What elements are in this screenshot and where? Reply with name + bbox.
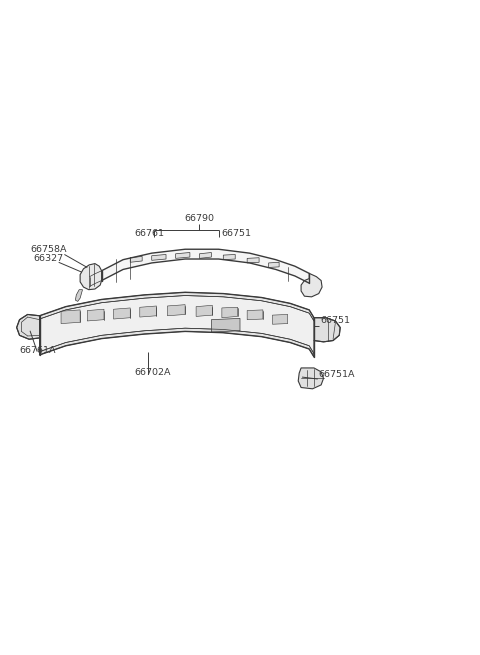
Polygon shape	[247, 257, 259, 263]
Text: 66761: 66761	[134, 229, 164, 238]
Polygon shape	[301, 273, 322, 297]
Polygon shape	[298, 368, 324, 389]
Polygon shape	[17, 314, 39, 339]
Polygon shape	[39, 328, 314, 357]
Polygon shape	[222, 307, 238, 318]
Polygon shape	[61, 310, 80, 324]
Polygon shape	[152, 254, 166, 260]
Polygon shape	[211, 318, 240, 332]
Text: 66702A: 66702A	[134, 368, 170, 377]
Polygon shape	[102, 250, 309, 283]
Text: 66751: 66751	[320, 316, 350, 325]
Polygon shape	[247, 310, 263, 320]
Polygon shape	[269, 262, 279, 267]
Polygon shape	[223, 254, 235, 259]
Text: 66751: 66751	[221, 229, 251, 238]
Polygon shape	[140, 306, 156, 317]
Text: 66751A: 66751A	[319, 370, 355, 379]
Text: 66790: 66790	[184, 214, 215, 223]
Polygon shape	[39, 292, 314, 321]
Polygon shape	[176, 252, 190, 258]
Polygon shape	[39, 292, 314, 357]
Polygon shape	[314, 318, 340, 342]
Polygon shape	[114, 308, 130, 319]
Text: 66327: 66327	[34, 254, 64, 263]
Polygon shape	[199, 252, 211, 258]
Polygon shape	[75, 290, 83, 301]
Polygon shape	[196, 305, 212, 316]
Text: 66758A: 66758A	[30, 245, 67, 253]
Text: 66761A: 66761A	[20, 346, 56, 355]
Polygon shape	[168, 305, 185, 316]
Polygon shape	[273, 314, 288, 324]
Polygon shape	[87, 309, 104, 321]
Polygon shape	[80, 263, 102, 290]
Polygon shape	[130, 256, 142, 262]
